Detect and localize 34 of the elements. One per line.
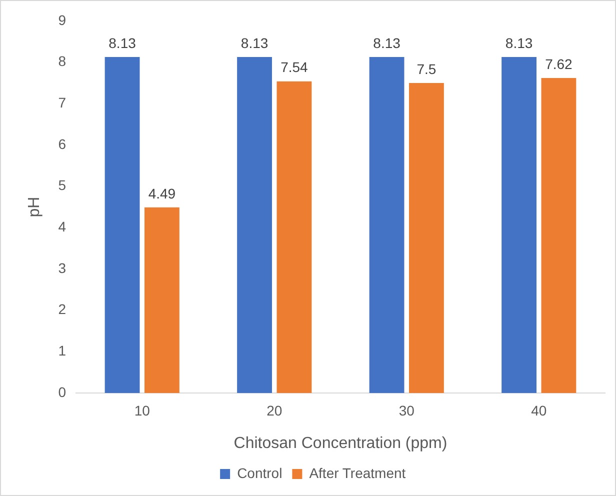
data-label: 7.5	[416, 60, 436, 77]
x-tick-label: 30	[398, 402, 415, 418]
y-tick-label: 0	[58, 384, 66, 400]
bar	[502, 56, 536, 393]
data-label: 7.62	[545, 56, 573, 72]
legend-label: Control	[237, 464, 282, 481]
bar	[409, 83, 444, 393]
y-tick-label: 6	[58, 136, 66, 152]
bar	[369, 56, 404, 393]
y-tick-label: 2	[58, 301, 66, 318]
bar	[276, 81, 312, 393]
y-tick-label: 5	[58, 177, 66, 194]
x-axis-title: Chitosan Concentration (ppm)	[234, 434, 448, 452]
y-tick-label: 9	[58, 12, 66, 28]
data-label: 8.13	[108, 34, 136, 51]
bar	[144, 207, 180, 393]
data-label: 8.13	[505, 34, 533, 51]
data-label: 4.49	[148, 185, 176, 202]
y-tick-label: 3	[58, 260, 66, 276]
data-label: 8.13	[373, 34, 401, 51]
x-tick-label: 40	[531, 402, 547, 418]
y-axis-title: pH	[26, 196, 44, 218]
x-tick-label: 10	[134, 402, 150, 418]
y-tick-label: 8	[58, 53, 66, 70]
y-tick-label: 1	[58, 342, 66, 359]
legend-label: After Treatment	[309, 464, 406, 481]
bar	[237, 56, 272, 393]
data-label: 8.13	[240, 34, 268, 51]
y-tick-label: 4	[58, 218, 66, 235]
bar	[541, 78, 576, 393]
y-tick-label: 7	[58, 94, 66, 111]
bar	[104, 56, 140, 393]
data-label: 7.54	[280, 59, 308, 76]
x-tick-label: 20	[266, 402, 282, 418]
